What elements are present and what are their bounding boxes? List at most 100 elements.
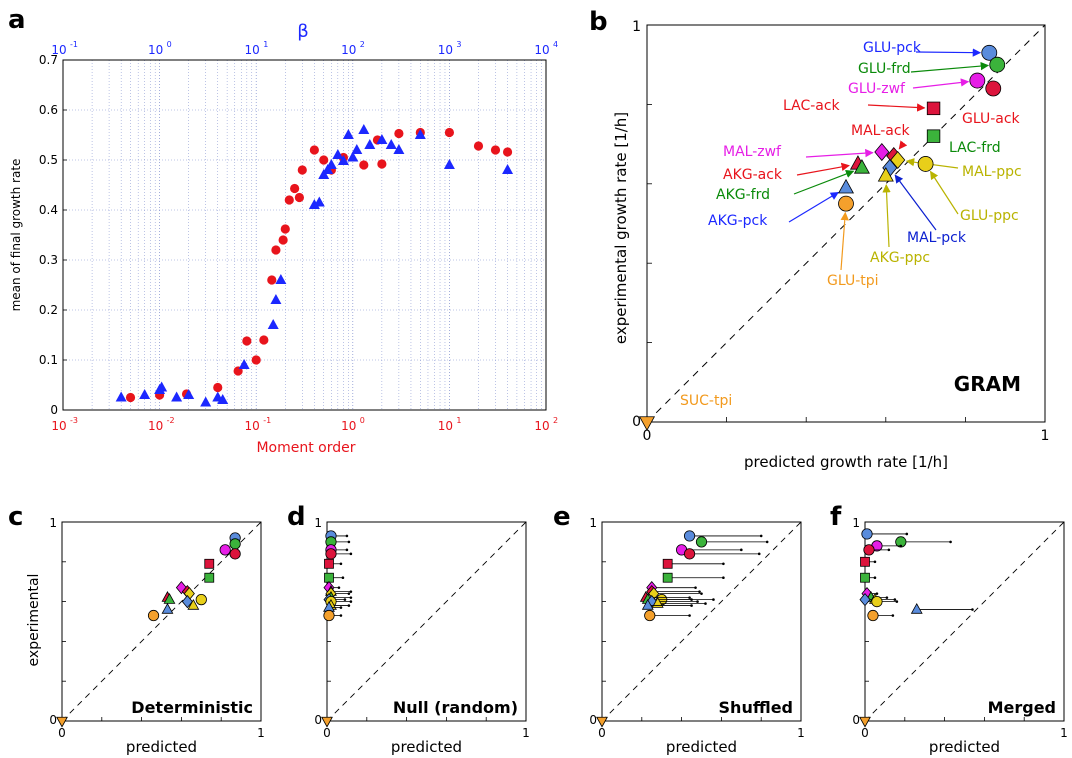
panel-c-x-tick-label-min: 0 [58, 726, 66, 740]
panel-e-error-cap [698, 590, 701, 593]
panel-a-y-tick-label: 0.2 [39, 303, 58, 317]
panel-b-chart: 1 00 1 GLU-pck GLU-frd GLU-zwf GLU-ack LAC-ack… [612, 19, 1049, 471]
panel-d-error-cap [347, 540, 351, 544]
panel-d-error-cap [347, 592, 351, 595]
panel-a-x-tick-label: 10 [245, 419, 260, 433]
panel-a-point-moment [259, 335, 269, 345]
panel-b-frame [646, 24, 1046, 423]
panel-b-point-label: SUC-tpi [680, 393, 732, 409]
panel-e-point [695, 536, 708, 548]
panel-d-point [324, 558, 334, 569]
panel-a-point-moment [294, 192, 304, 203]
panel-a-point-beta [347, 151, 359, 162]
panel-b-point-label: AKG-ack [723, 167, 783, 183]
panel-d-error-cap [337, 586, 341, 589]
panel-f-title: Merged [988, 698, 1056, 717]
panel-a-point-moment [213, 382, 223, 393]
panel-f-error-cap [905, 532, 909, 536]
panel-c-x-tick-label-max: 1 [257, 726, 265, 740]
panel-a-point-beta [270, 294, 282, 304]
panel-b-point [838, 195, 854, 212]
panel-e-x-label: predicted [666, 738, 737, 756]
panel-c-point [229, 538, 241, 550]
panel-e-x-tick-label-max: 1 [797, 726, 805, 740]
panel-e-error-cap [712, 598, 715, 601]
panel-b-arrow [793, 169, 855, 195]
panel-a-point-moment [502, 147, 513, 157]
panel-e-chart: 1 00 1 predicted Shuffled [589, 516, 804, 756]
panel-f-point [910, 602, 923, 614]
panel-c-point [204, 572, 215, 583]
panel-a-point-moment [290, 183, 300, 194]
panel-b-point-label: GLU-pck [863, 40, 922, 56]
panel-a-point-moment [242, 336, 252, 346]
panel-c-x-label: predicted [126, 738, 197, 756]
panel-d-error-cap [339, 606, 343, 609]
panel-a-x2-label: β [297, 21, 309, 42]
panel-f-point [863, 544, 875, 556]
panel-a-point-beta [376, 134, 388, 144]
panel-a-point-moment [125, 392, 136, 403]
panel-a-point-moment [309, 145, 319, 155]
panel-e-y-tick-label-max: 1 [589, 516, 597, 530]
panel-c-point [161, 602, 174, 614]
panel-d-point [323, 609, 335, 622]
panel-a-y-tick-label: 0.7 [39, 53, 58, 67]
panel-b-arrow [788, 191, 840, 223]
panel-d-error-cap [347, 604, 351, 607]
panel-a-x-label: Moment order [256, 440, 355, 456]
panel-b-arrow [898, 140, 908, 150]
panel-f-error-cap [875, 592, 879, 595]
panel-b-arrow [882, 184, 891, 248]
panel-a-chart: 00.10.20.30.40.50.60.710 -3 10 -2 10 -1 10 0 10 1… [9, 21, 558, 456]
panel-d-error-cap [349, 590, 353, 593]
panel-f-error-cap [893, 598, 897, 601]
panel-a-x-tick-label: 10 [341, 419, 356, 433]
panel-e-error-cap [688, 614, 691, 617]
panel-f-error-cap [885, 596, 889, 599]
panel-a-x2-tick-label: 10 [534, 43, 549, 57]
panel-a-point-moment [490, 145, 501, 155]
panel-a-x-tick-exponent: 1 [456, 416, 461, 425]
panel-c-point [187, 599, 200, 610]
panel-e-error-cap [696, 600, 699, 603]
panel-a-point-beta [325, 159, 337, 169]
panel-a-point-beta [358, 124, 370, 134]
panel-a-point-moment [444, 127, 454, 138]
panel-a-point-moment [271, 245, 281, 255]
panel-b-point [890, 150, 906, 170]
panel-d-point [321, 716, 333, 728]
panel-a-y-tick-label: 0.3 [39, 253, 58, 267]
panel-a-y-tick-label: 0.4 [39, 203, 58, 217]
panel-a-point-beta [275, 274, 287, 284]
panel-e-point [641, 599, 654, 610]
panel-f-point [871, 595, 883, 608]
panel-b-point-label: GLU-zwf [848, 81, 906, 97]
panel-a-x-tick-exponent: 2 [553, 416, 558, 425]
panel-d-error-cap [341, 576, 345, 580]
panel-f-point [859, 592, 871, 607]
panel-f-x-label: predicted [929, 738, 1000, 756]
panel-f-y-tick-label-max: 1 [852, 516, 860, 530]
panel-e-error-cap [694, 586, 697, 589]
panel-b-arrows [788, 48, 990, 271]
panel-c-point [163, 593, 176, 604]
panel-a-point-moment [394, 128, 404, 139]
panel-e-title: Shuffled [719, 698, 793, 717]
panel-e-error-cap [765, 540, 769, 544]
panel-d-chart: 1 00 1 predicted Null (random) [314, 516, 529, 756]
panel-a-point-beta [332, 149, 344, 159]
panel-a-point-beta [351, 144, 363, 154]
panel-a-point-beta [183, 389, 195, 399]
panel-d-y-tick-label-max: 1 [314, 516, 322, 530]
panel-a-x-tick-label: 10 [438, 419, 453, 433]
panel-f-y-tick-label-min: 0 [852, 713, 860, 727]
panel-f-x-tick-label-min: 0 [861, 726, 869, 740]
panel-letter-b: b [589, 7, 608, 37]
panel-b-point-label: LAC-frd [949, 140, 1001, 156]
panel-b-y-label: experimental growth rate [1/h] [612, 112, 630, 344]
panel-b-x-tick-label-max: 1 [1041, 428, 1050, 444]
panel-a-x2-tick-exponent: 2 [360, 40, 365, 49]
panel-d-y-tick-label-min: 0 [314, 713, 322, 727]
